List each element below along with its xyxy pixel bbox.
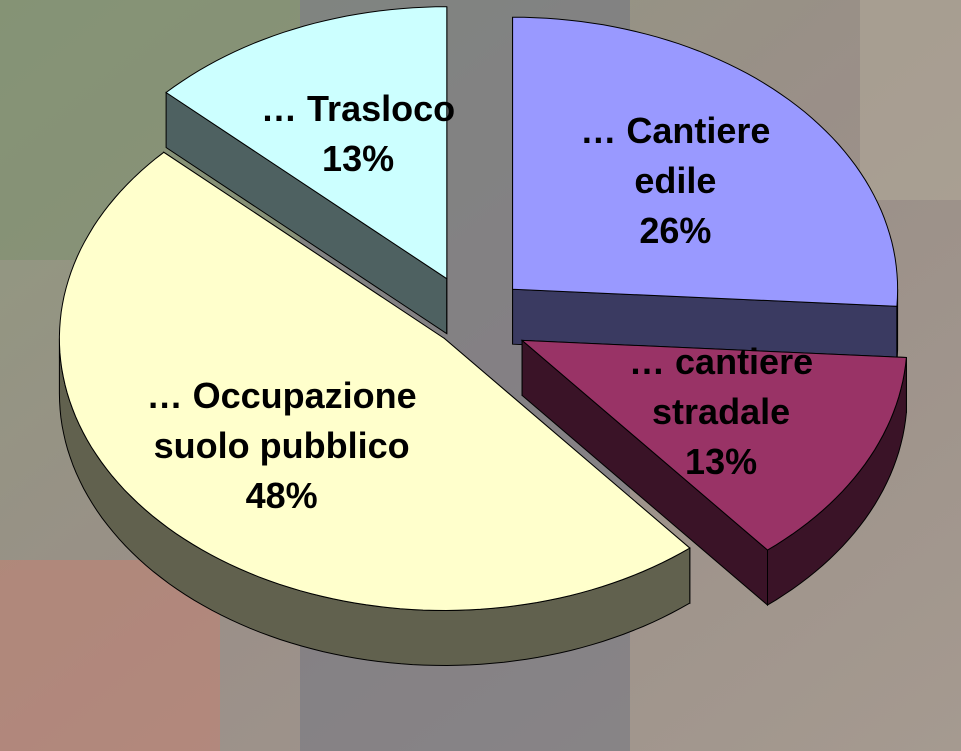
- value-label: 13%: [596, 437, 846, 487]
- value-label: 26%: [550, 206, 800, 256]
- value-label: 13%: [233, 134, 483, 184]
- background-wall: [860, 0, 961, 200]
- category-label: … cantiere stradale: [596, 337, 846, 437]
- category-label: … Cantiere edile: [550, 106, 800, 206]
- category-label: … Trasloco: [233, 84, 483, 134]
- value-label: 48%: [142, 471, 422, 521]
- page: … Cantiere edile26%… cantiere stradale13…: [0, 0, 961, 751]
- category-label: … Occupazione suolo pubblico: [142, 371, 422, 471]
